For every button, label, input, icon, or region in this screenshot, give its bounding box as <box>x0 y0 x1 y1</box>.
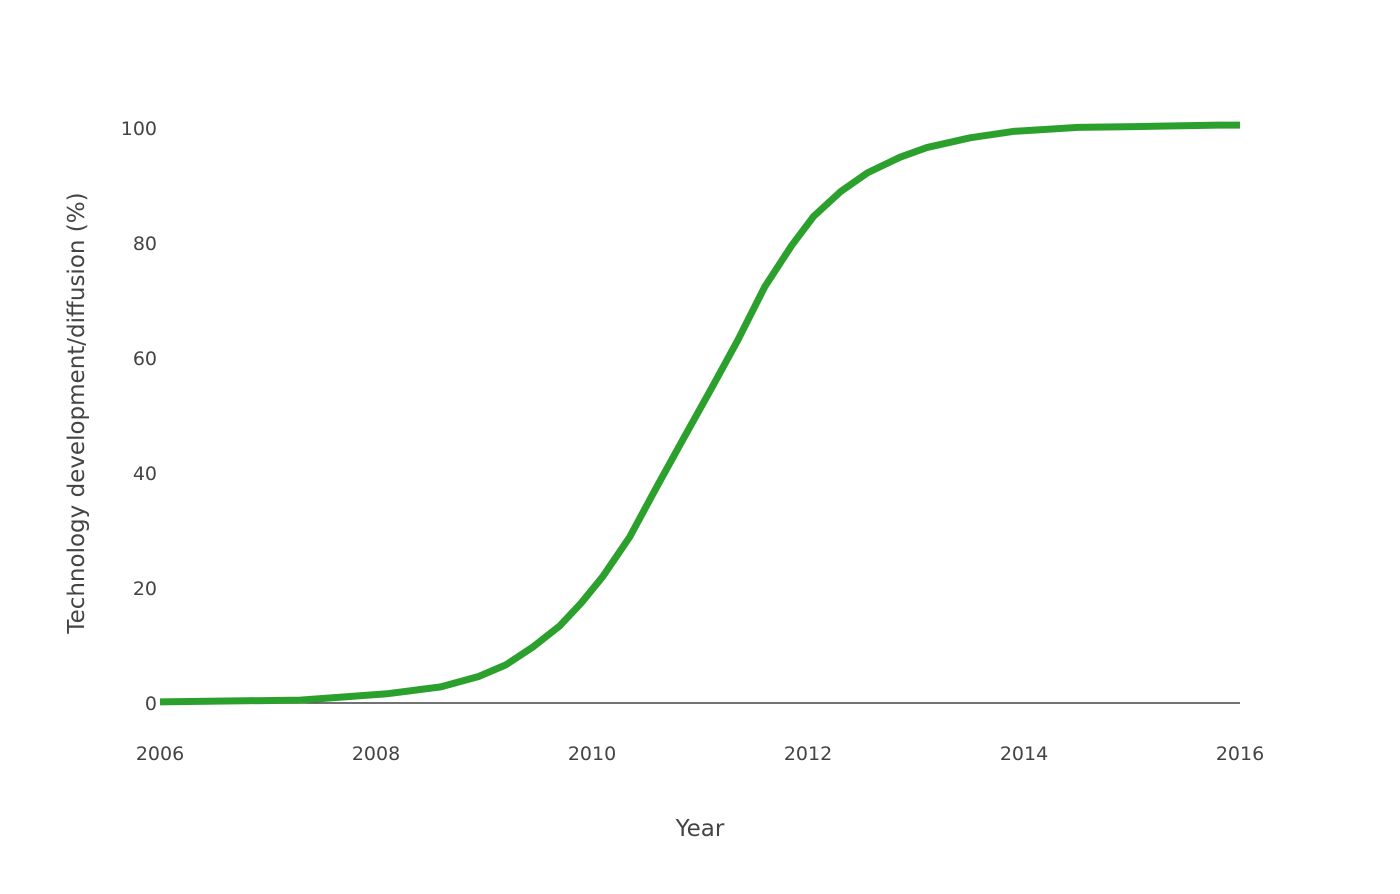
x-tick-label: 2006 <box>136 743 184 765</box>
y-tick-label: 80 <box>133 233 157 255</box>
x-tick-label: 2016 <box>1216 743 1264 765</box>
y-tick-label: 60 <box>133 348 157 370</box>
series-line <box>159 121 1240 706</box>
x-tick-label: 2010 <box>568 743 616 765</box>
y-tick-label: 20 <box>133 578 157 600</box>
y-tick-label: 0 <box>145 693 157 715</box>
x-tick-label: 2014 <box>1000 743 1048 765</box>
x-tick-label: 2008 <box>352 743 400 765</box>
x-tick-label: 2012 <box>784 743 832 765</box>
y-axis-title: Technology development/diffusion (%) <box>64 192 90 634</box>
y-tick-label: 100 <box>121 118 157 140</box>
x-axis-title: Year <box>675 816 725 842</box>
x-axis-ticks: 2006 2008 2010 2012 2014 2016 <box>136 743 1264 765</box>
y-tick-label: 40 <box>133 463 157 485</box>
y-axis-ticks: 0 20 40 60 80 100 <box>121 118 157 715</box>
